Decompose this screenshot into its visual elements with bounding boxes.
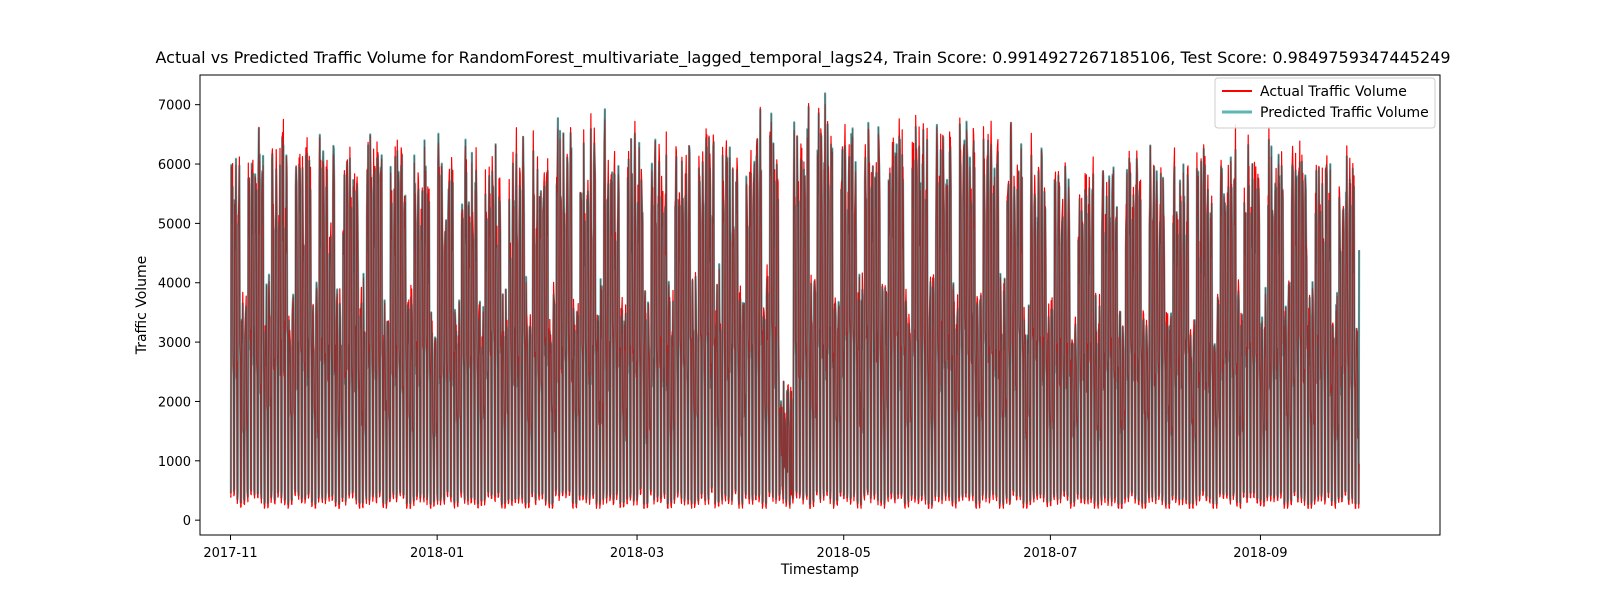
legend: Actual Traffic Volume Predicted Traffic … <box>1214 77 1436 129</box>
y-tick-label: 4000 <box>158 277 191 292</box>
x-tick-label: 2018-05 <box>817 546 871 561</box>
x-tick-label: 2018-03 <box>610 546 664 561</box>
plot-frame <box>199 74 1441 536</box>
y-axis-label: Traffic Volume <box>134 256 150 356</box>
y-axis: 0 1000 2000 3000 4000 5000 6000 7000 <box>158 99 200 529</box>
x-tick-label: 2018-09 <box>1233 546 1287 561</box>
chart-title: Actual vs Predicted Traffic Volume for R… <box>156 48 1451 68</box>
y-tick-label: 5000 <box>158 217 191 232</box>
y-tick-label: 6000 <box>158 158 191 173</box>
legend-label-predicted: Predicted Traffic Volume <box>1260 105 1429 121</box>
plot-lines <box>229 92 1361 509</box>
x-tick-label: 2018-07 <box>1023 546 1077 561</box>
y-tick-label: 2000 <box>158 395 191 410</box>
y-tick-label: 7000 <box>158 99 191 114</box>
y-tick-label: 3000 <box>158 336 191 351</box>
x-axis-label: Timestamp <box>780 562 859 578</box>
y-tick-label: 0 <box>183 514 191 529</box>
x-tick-label: 2017-11 <box>203 546 257 561</box>
y-tick-label: 1000 <box>158 455 191 470</box>
legend-label-actual: Actual Traffic Volume <box>1260 84 1407 100</box>
x-tick-label: 2018-01 <box>410 546 464 561</box>
legend-box <box>1214 77 1436 129</box>
series-overlap <box>229 93 1360 506</box>
x-axis: 2017-11 2018-01 2018-03 2018-05 2018-07 2018-… <box>203 535 1288 561</box>
